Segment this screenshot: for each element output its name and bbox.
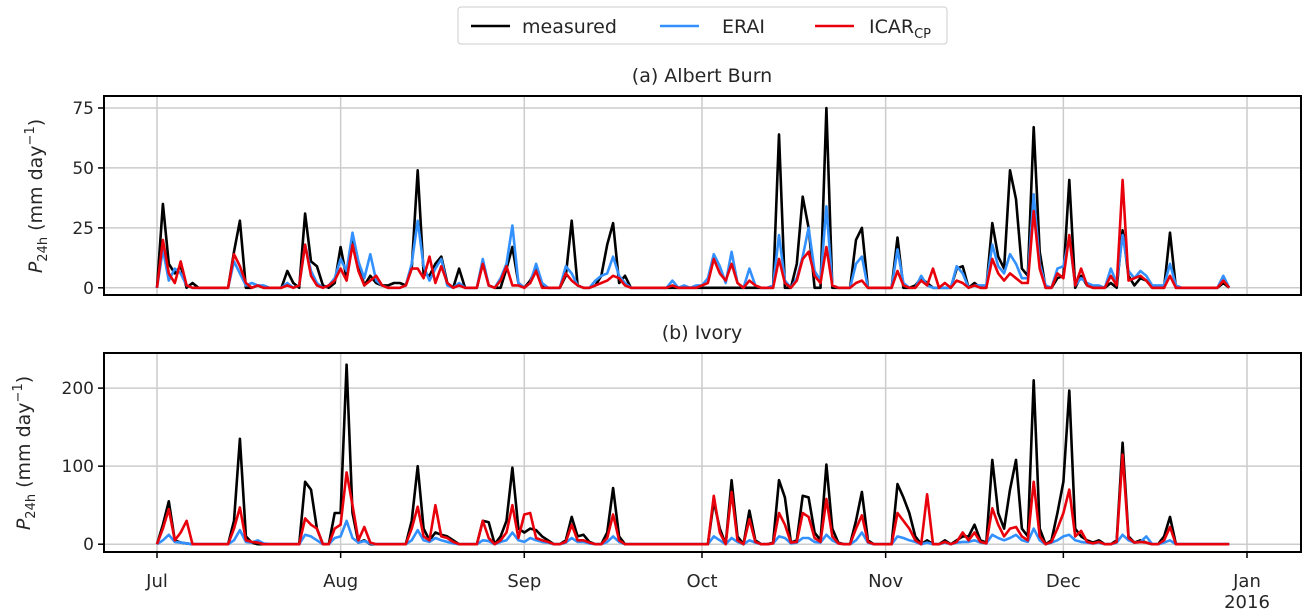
x-tick-label-year: 2016 (1224, 592, 1270, 613)
panel-b-ytick-label: 0 (83, 535, 94, 555)
x-tick-label-oct: Oct (686, 571, 717, 592)
ylabel-a-sub: 24h (36, 237, 51, 262)
panel-a-ytick-label: 75 (72, 99, 94, 119)
legend-label-erai: ERAI (722, 16, 765, 38)
panel-b-series-measured (155, 363, 1230, 546)
panel-a: (a) Albert Burn 0 25 50 75 P24h (mm day−1) (23, 65, 1302, 299)
panel-a-title: (a) Albert Burn (632, 65, 772, 87)
panel-a-ytick-label: 25 (72, 219, 94, 239)
panel-a-series-measured (155, 106, 1231, 290)
panel-b-series (155, 363, 1230, 546)
legend: measured ERAI ICARCP (457, 6, 948, 45)
panel-a-ytick-label: 50 (72, 159, 94, 179)
ylabel-b-close: ) (13, 376, 35, 383)
ylabel-a-close: ) (25, 119, 47, 126)
panel-a-frame (103, 95, 1302, 296)
panel-b-title: (b) Ivory (662, 322, 742, 344)
ylabel-b-exp: −1 (11, 383, 26, 402)
ylabel-a-exp: −1 (23, 126, 38, 145)
x-tick-label-aug: Aug (323, 571, 358, 592)
panel-b-ylabel: P24h (mm day−1) (11, 376, 39, 530)
panel-b-yticks: 0 100 200 (62, 379, 104, 555)
legend-label-icar: ICARCP (869, 16, 931, 42)
panel-a-ytick-label: 0 (83, 279, 94, 299)
legend-box (457, 6, 948, 45)
panel-a-ylabel: P24h (mm day−1) (23, 119, 51, 273)
x-tick-label-jan: Jan (1232, 571, 1261, 592)
panel-a-yticks: 0 25 50 75 (72, 99, 104, 299)
ylabel-a-main: P (25, 261, 47, 273)
panel-a-series-icarcp (155, 178, 1231, 290)
panel-b-series-icarcp (155, 453, 1230, 546)
ylabel-b-sub: 24h (24, 494, 39, 519)
x-tick-label-dec: Dec (1046, 571, 1081, 592)
x-tick-label-sep: Sep (507, 571, 541, 592)
panel-a-series (155, 106, 1231, 290)
panel-b-ytick-label: 200 (62, 379, 94, 399)
x-tick-label-jul: Jul (145, 571, 168, 592)
panel-b-ytick-label: 100 (62, 457, 94, 477)
panel-b: (b) Ivory 0 100 200 P24h (mm day−1) (11, 322, 1302, 555)
legend-label-icar-main: ICAR (869, 16, 914, 38)
legend-label-measured: measured (522, 16, 617, 38)
ylabel-b-main: P (13, 518, 35, 530)
ylabel-b-unit: (mm day (13, 402, 35, 493)
x-tick-label-nov: Nov (868, 571, 903, 592)
ylabel-a-unit: (mm day (25, 145, 47, 236)
legend-label-icar-sub: CP (914, 27, 931, 42)
